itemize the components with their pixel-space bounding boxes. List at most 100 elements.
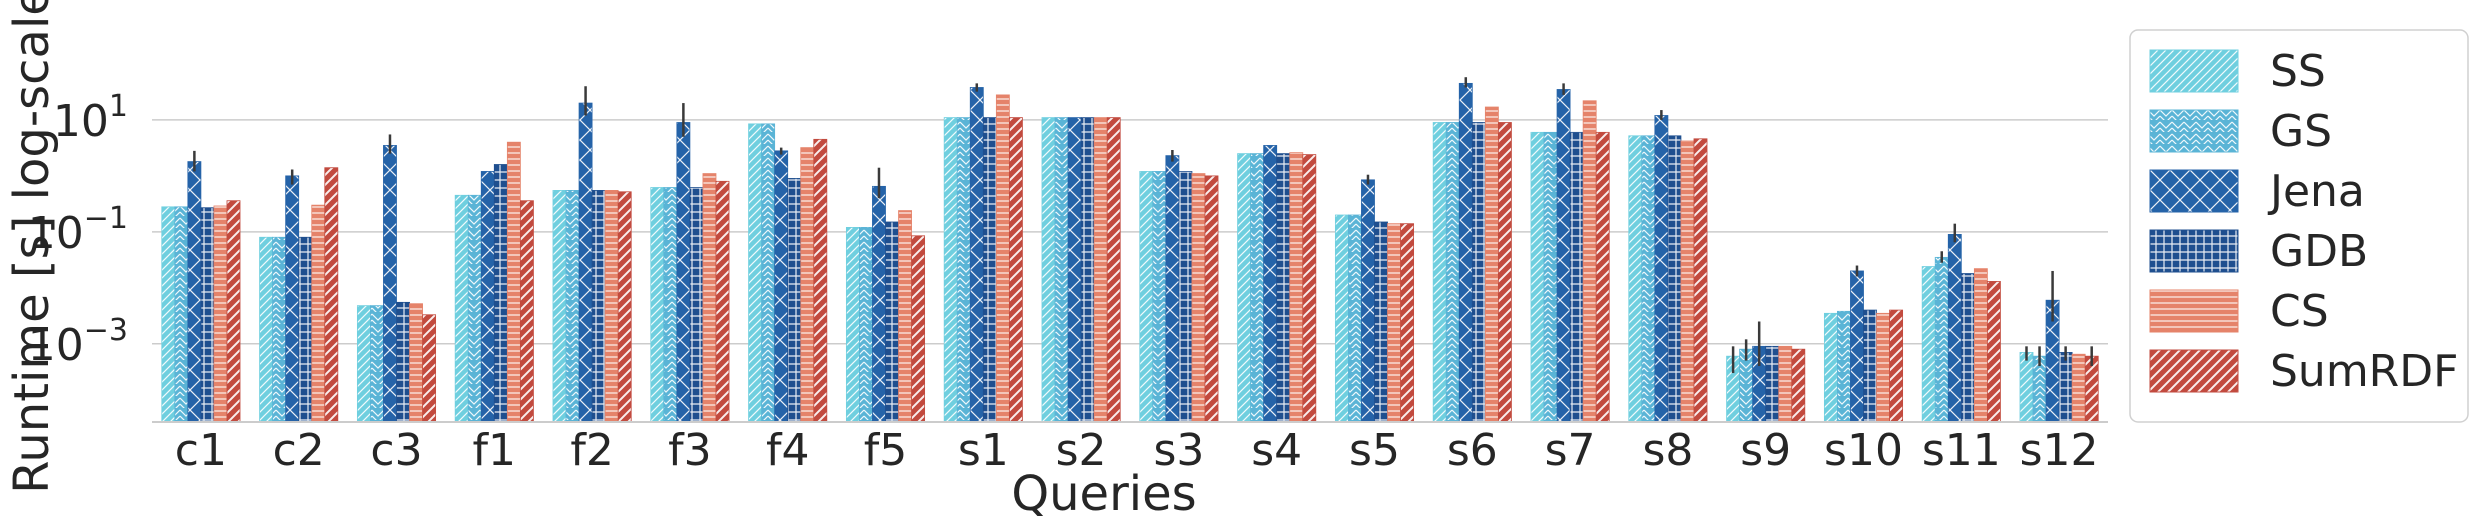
bar-Jena-c1	[187, 161, 202, 423]
bar-SS-f5	[845, 227, 860, 423]
legend: SS GS Jena GDB CS SumRDF	[2129, 29, 2469, 423]
legend-label-CS: CS	[2270, 286, 2329, 337]
bar-CS-s4	[1289, 152, 1304, 423]
bar-Jena-f3	[676, 122, 691, 423]
bar-SS-s2	[1041, 117, 1056, 423]
bar-GS-c1	[174, 206, 189, 423]
bar-SumRDF-f2	[617, 191, 632, 423]
bar-CS-f4	[800, 147, 815, 423]
bar-SumRDF-s6	[1497, 122, 1512, 423]
legend-label-Jena: Jena	[2267, 166, 2365, 217]
bar-GDB-f2	[591, 190, 606, 423]
bar-SumRDF-s10	[1889, 309, 1904, 423]
x-axis-label: Queries	[1011, 466, 1196, 522]
y-axis-label: Runtime [s] log-scale	[4, 0, 60, 494]
bar-GS-f2	[565, 190, 580, 423]
bar-GS-s12	[2032, 355, 2047, 423]
bar-CS-s9	[1778, 345, 1793, 423]
bar-SS-c1	[161, 206, 176, 423]
bar-GS-f5	[859, 227, 873, 423]
bar-GDB-s5	[1374, 221, 1388, 423]
bar-CS-f2	[604, 190, 619, 423]
bar-SumRDF-s12	[2084, 355, 2099, 423]
bar-GS-c2	[272, 236, 287, 423]
bar-Jena-s4	[1263, 145, 1278, 423]
legend-swatch-CS	[2149, 289, 2239, 333]
x-tick-labels: c1 c2 c3 f1 f2 f3 f4 f5 s1 s2 s3 s4 s5 s6 s7 s8 s9 s10 s11…	[175, 425, 2099, 476]
bar-GDB-s8	[1667, 135, 1682, 423]
bar-GS-s5	[1348, 214, 1362, 423]
bar-GDB-f4	[787, 178, 802, 423]
legend-label-SumRDF: SumRDF	[2270, 346, 2458, 397]
bar-SS-s3	[1139, 171, 1154, 423]
bar-GDB-s12	[2058, 352, 2073, 423]
y-tick-labels: 101 10−1 10−3	[28, 89, 128, 371]
legend-label-GS: GS	[2270, 106, 2332, 157]
x-tick-label: s4	[1251, 425, 1302, 476]
bar-GS-s4	[1250, 153, 1265, 423]
bar-CS-s1	[995, 94, 1010, 423]
category-group-s3	[1139, 150, 1219, 423]
category-group-s1	[943, 83, 1023, 423]
bar-GS-s11	[1934, 256, 1949, 423]
bar-SumRDF-s11	[1986, 281, 2001, 423]
bar-GDB-s10	[1863, 309, 1877, 423]
x-tick-label: s10	[1824, 425, 1903, 476]
bar-Jena-s8	[1654, 115, 1669, 423]
bar-Jena-f5	[872, 185, 886, 423]
bar-CS-s7	[1582, 100, 1597, 423]
bar-GS-c3	[370, 305, 384, 423]
bar-GS-s2	[1054, 117, 1069, 423]
bar-SS-s1	[943, 117, 958, 423]
bar-GS-f3	[663, 187, 678, 423]
bar-SS-s12	[2019, 352, 2034, 423]
bar-CS-s3	[1191, 173, 1206, 423]
x-tick-label: s2	[1056, 425, 1107, 476]
bar-SumRDF-s5	[1400, 223, 1415, 423]
bar-SS-f2	[552, 190, 567, 423]
x-tick-label: s8	[1642, 425, 1693, 476]
bar-Jena-c3	[383, 145, 397, 423]
bar-CS-f5	[898, 210, 912, 423]
x-tick-label: f3	[668, 425, 711, 476]
bar-GDB-c2	[298, 236, 313, 423]
bar-GS-f1	[467, 194, 482, 423]
y-tick-label: 101	[53, 89, 128, 147]
bar-CS-c3	[409, 303, 423, 423]
bar-SumRDF-s7	[1595, 131, 1610, 423]
category-group-s2	[1041, 117, 1121, 423]
category-group-c3	[356, 134, 437, 423]
category-group-c1	[161, 150, 241, 423]
legend-label-SS: SS	[2270, 46, 2326, 97]
category-group-s6	[1432, 77, 1512, 423]
category-group-f1	[454, 141, 534, 423]
bar-GS-s6	[1445, 122, 1460, 423]
bar-SumRDF-s3	[1204, 175, 1219, 423]
legend-swatch-GDB	[2149, 229, 2239, 273]
bar-SumRDF-s8	[1693, 138, 1708, 423]
bar-SumRDF-c1	[226, 200, 241, 423]
bar-SumRDF-s4	[1302, 154, 1317, 423]
bar-CS-c1	[213, 205, 228, 423]
bar-SS-s10	[1823, 312, 1838, 423]
x-tick-label: s7	[1545, 425, 1596, 476]
bar-GDB-s4	[1276, 153, 1291, 423]
category-group-s10	[1823, 265, 1904, 423]
x-tick-label: c3	[370, 425, 422, 476]
y-tick-label: 10−1	[28, 201, 128, 259]
bar-GDB-c1	[200, 207, 215, 423]
bar-SS-s5	[1334, 214, 1349, 423]
bar-GDB-s11	[1960, 273, 1975, 423]
bar-Jena-c2	[285, 175, 300, 423]
bar-SS-f4	[748, 123, 763, 423]
bar-GDB-s7	[1569, 131, 1584, 423]
bar-SumRDF-f1	[519, 200, 534, 423]
bar-SumRDF-f3	[715, 180, 730, 423]
bar-CS-s5	[1387, 223, 1401, 423]
bar-Jena-s10	[1850, 270, 1864, 423]
bar-SS-s11	[1921, 266, 1936, 423]
bar-GDB-c3	[396, 301, 410, 423]
bar-GS-s7	[1543, 131, 1558, 423]
bar-GS-s10	[1837, 310, 1851, 423]
